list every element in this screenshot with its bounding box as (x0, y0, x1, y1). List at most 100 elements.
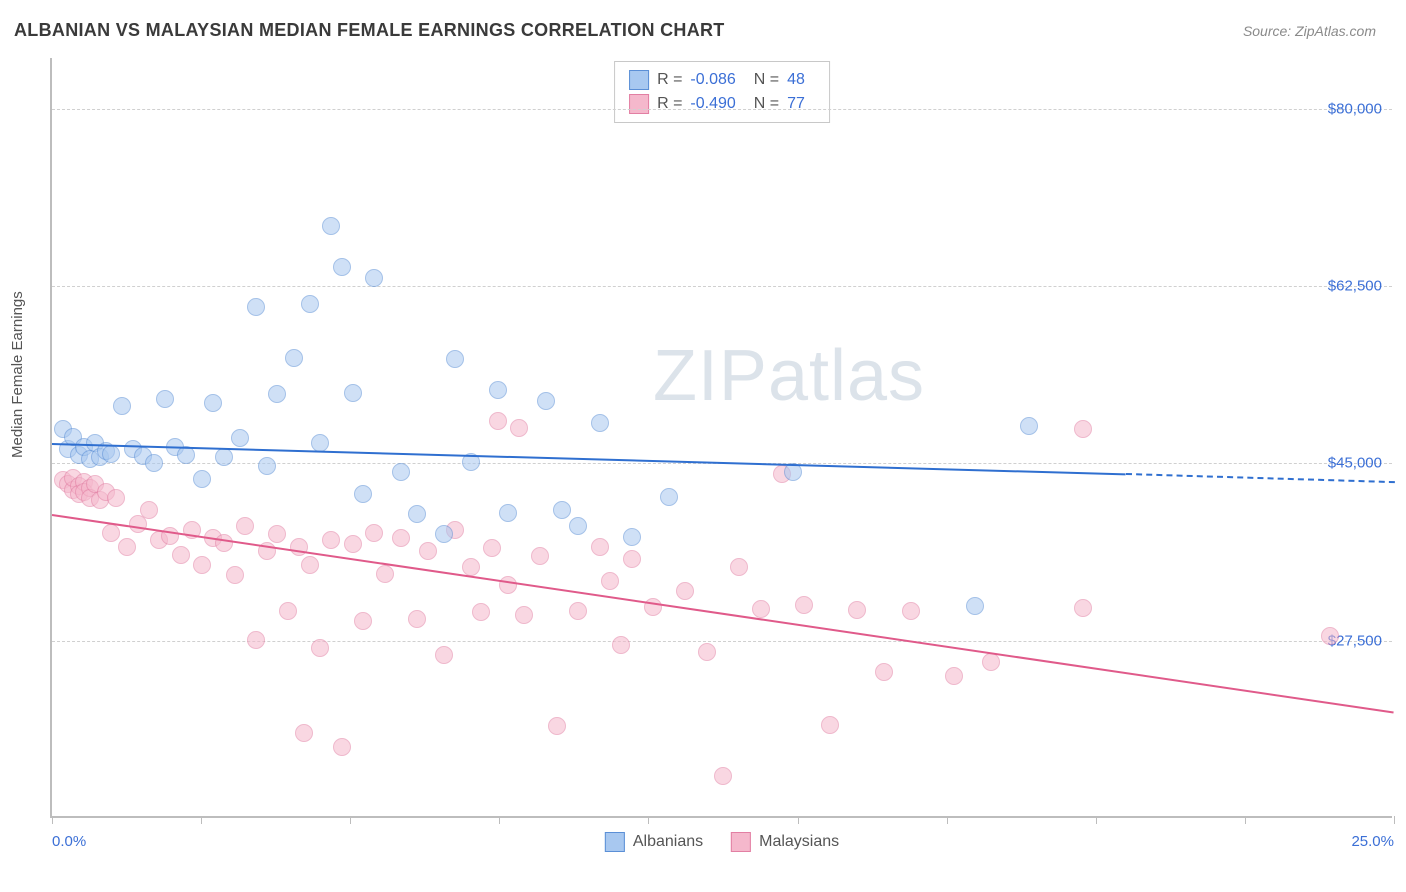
data-point (354, 485, 372, 503)
data-point (333, 258, 351, 276)
data-point (569, 517, 587, 535)
data-point (295, 724, 313, 742)
data-point (537, 392, 555, 410)
data-point (193, 556, 211, 574)
legend-item: Malaysians (731, 832, 839, 852)
data-point (268, 525, 286, 543)
data-point (204, 394, 222, 412)
y-tick-label: $62,500 (1328, 278, 1382, 295)
y-axis-label: Median Female Earnings (9, 291, 26, 458)
data-point (510, 419, 528, 437)
data-point (301, 556, 319, 574)
data-point (247, 298, 265, 316)
data-point (301, 295, 319, 313)
chart-source: Source: ZipAtlas.com (1243, 23, 1376, 39)
legend-r-value: -0.490 (690, 95, 735, 113)
legend-n-label: N = (754, 95, 779, 113)
data-point (601, 572, 619, 590)
data-point (279, 602, 297, 620)
data-point (945, 667, 963, 685)
x-tick (1245, 816, 1246, 824)
chart-container: Median Female Earnings ZIPatlas R =-0.08… (14, 58, 1392, 878)
data-point (215, 534, 233, 552)
data-point (1020, 417, 1038, 435)
data-point (730, 558, 748, 576)
data-point (902, 602, 920, 620)
legend-item: Albanians (605, 832, 703, 852)
data-point (489, 381, 507, 399)
trend-line (52, 514, 1394, 714)
data-point (531, 547, 549, 565)
data-point (419, 542, 437, 560)
data-point (102, 524, 120, 542)
legend-label: Malaysians (759, 833, 839, 851)
data-point (623, 528, 641, 546)
x-tick (499, 816, 500, 824)
data-point (660, 488, 678, 506)
data-point (392, 529, 410, 547)
data-point (446, 350, 464, 368)
data-point (875, 663, 893, 681)
data-point (290, 538, 308, 556)
data-point (156, 390, 174, 408)
series-legend: Albanians Malaysians (605, 832, 839, 852)
x-tick (350, 816, 351, 824)
legend-row: R =-0.490N =77 (629, 92, 815, 116)
data-point (354, 612, 372, 630)
watermark: ZIPatlas (653, 335, 925, 417)
data-point (322, 217, 340, 235)
legend-label: Albanians (633, 833, 703, 851)
data-point (107, 489, 125, 507)
data-point (102, 445, 120, 463)
legend-swatch (605, 832, 625, 852)
legend-n-value: 48 (787, 71, 805, 89)
data-point (408, 610, 426, 628)
x-tick-label: 25.0% (1351, 833, 1394, 850)
legend-row: R =-0.086N =48 (629, 68, 815, 92)
x-tick (648, 816, 649, 824)
data-point (698, 643, 716, 661)
y-tick-label: $80,000 (1328, 100, 1382, 117)
data-point (591, 414, 609, 432)
x-tick (1096, 816, 1097, 824)
legend-swatch (731, 832, 751, 852)
data-point (215, 448, 233, 466)
data-point (982, 653, 1000, 671)
data-point (247, 631, 265, 649)
data-point (569, 602, 587, 620)
data-point (145, 454, 163, 472)
correlation-legend: R =-0.086N =48R =-0.490N =77 (614, 61, 830, 123)
data-point (435, 646, 453, 664)
gridline (52, 109, 1392, 110)
data-point (462, 558, 480, 576)
x-tick (52, 816, 53, 824)
plot-area: ZIPatlas R =-0.086N =48R =-0.490N =77 Al… (50, 58, 1392, 818)
data-point (821, 716, 839, 734)
data-point (591, 538, 609, 556)
data-point (408, 505, 426, 523)
trend-line (52, 443, 1126, 475)
legend-n-label: N = (754, 71, 779, 89)
data-point (118, 538, 136, 556)
watermark-bold: ZIP (653, 336, 768, 416)
data-point (140, 501, 158, 519)
data-point (333, 738, 351, 756)
data-point (515, 606, 533, 624)
data-point (113, 397, 131, 415)
data-point (714, 767, 732, 785)
gridline (52, 286, 1392, 287)
data-point (322, 531, 340, 549)
data-point (376, 565, 394, 583)
data-point (258, 457, 276, 475)
data-point (172, 546, 190, 564)
data-point (268, 385, 286, 403)
legend-r-label: R = (657, 71, 682, 89)
data-point (344, 535, 362, 553)
data-point (499, 576, 517, 594)
data-point (472, 603, 490, 621)
data-point (623, 550, 641, 568)
data-point (548, 717, 566, 735)
data-point (226, 566, 244, 584)
data-point (236, 517, 254, 535)
data-point (435, 525, 453, 543)
